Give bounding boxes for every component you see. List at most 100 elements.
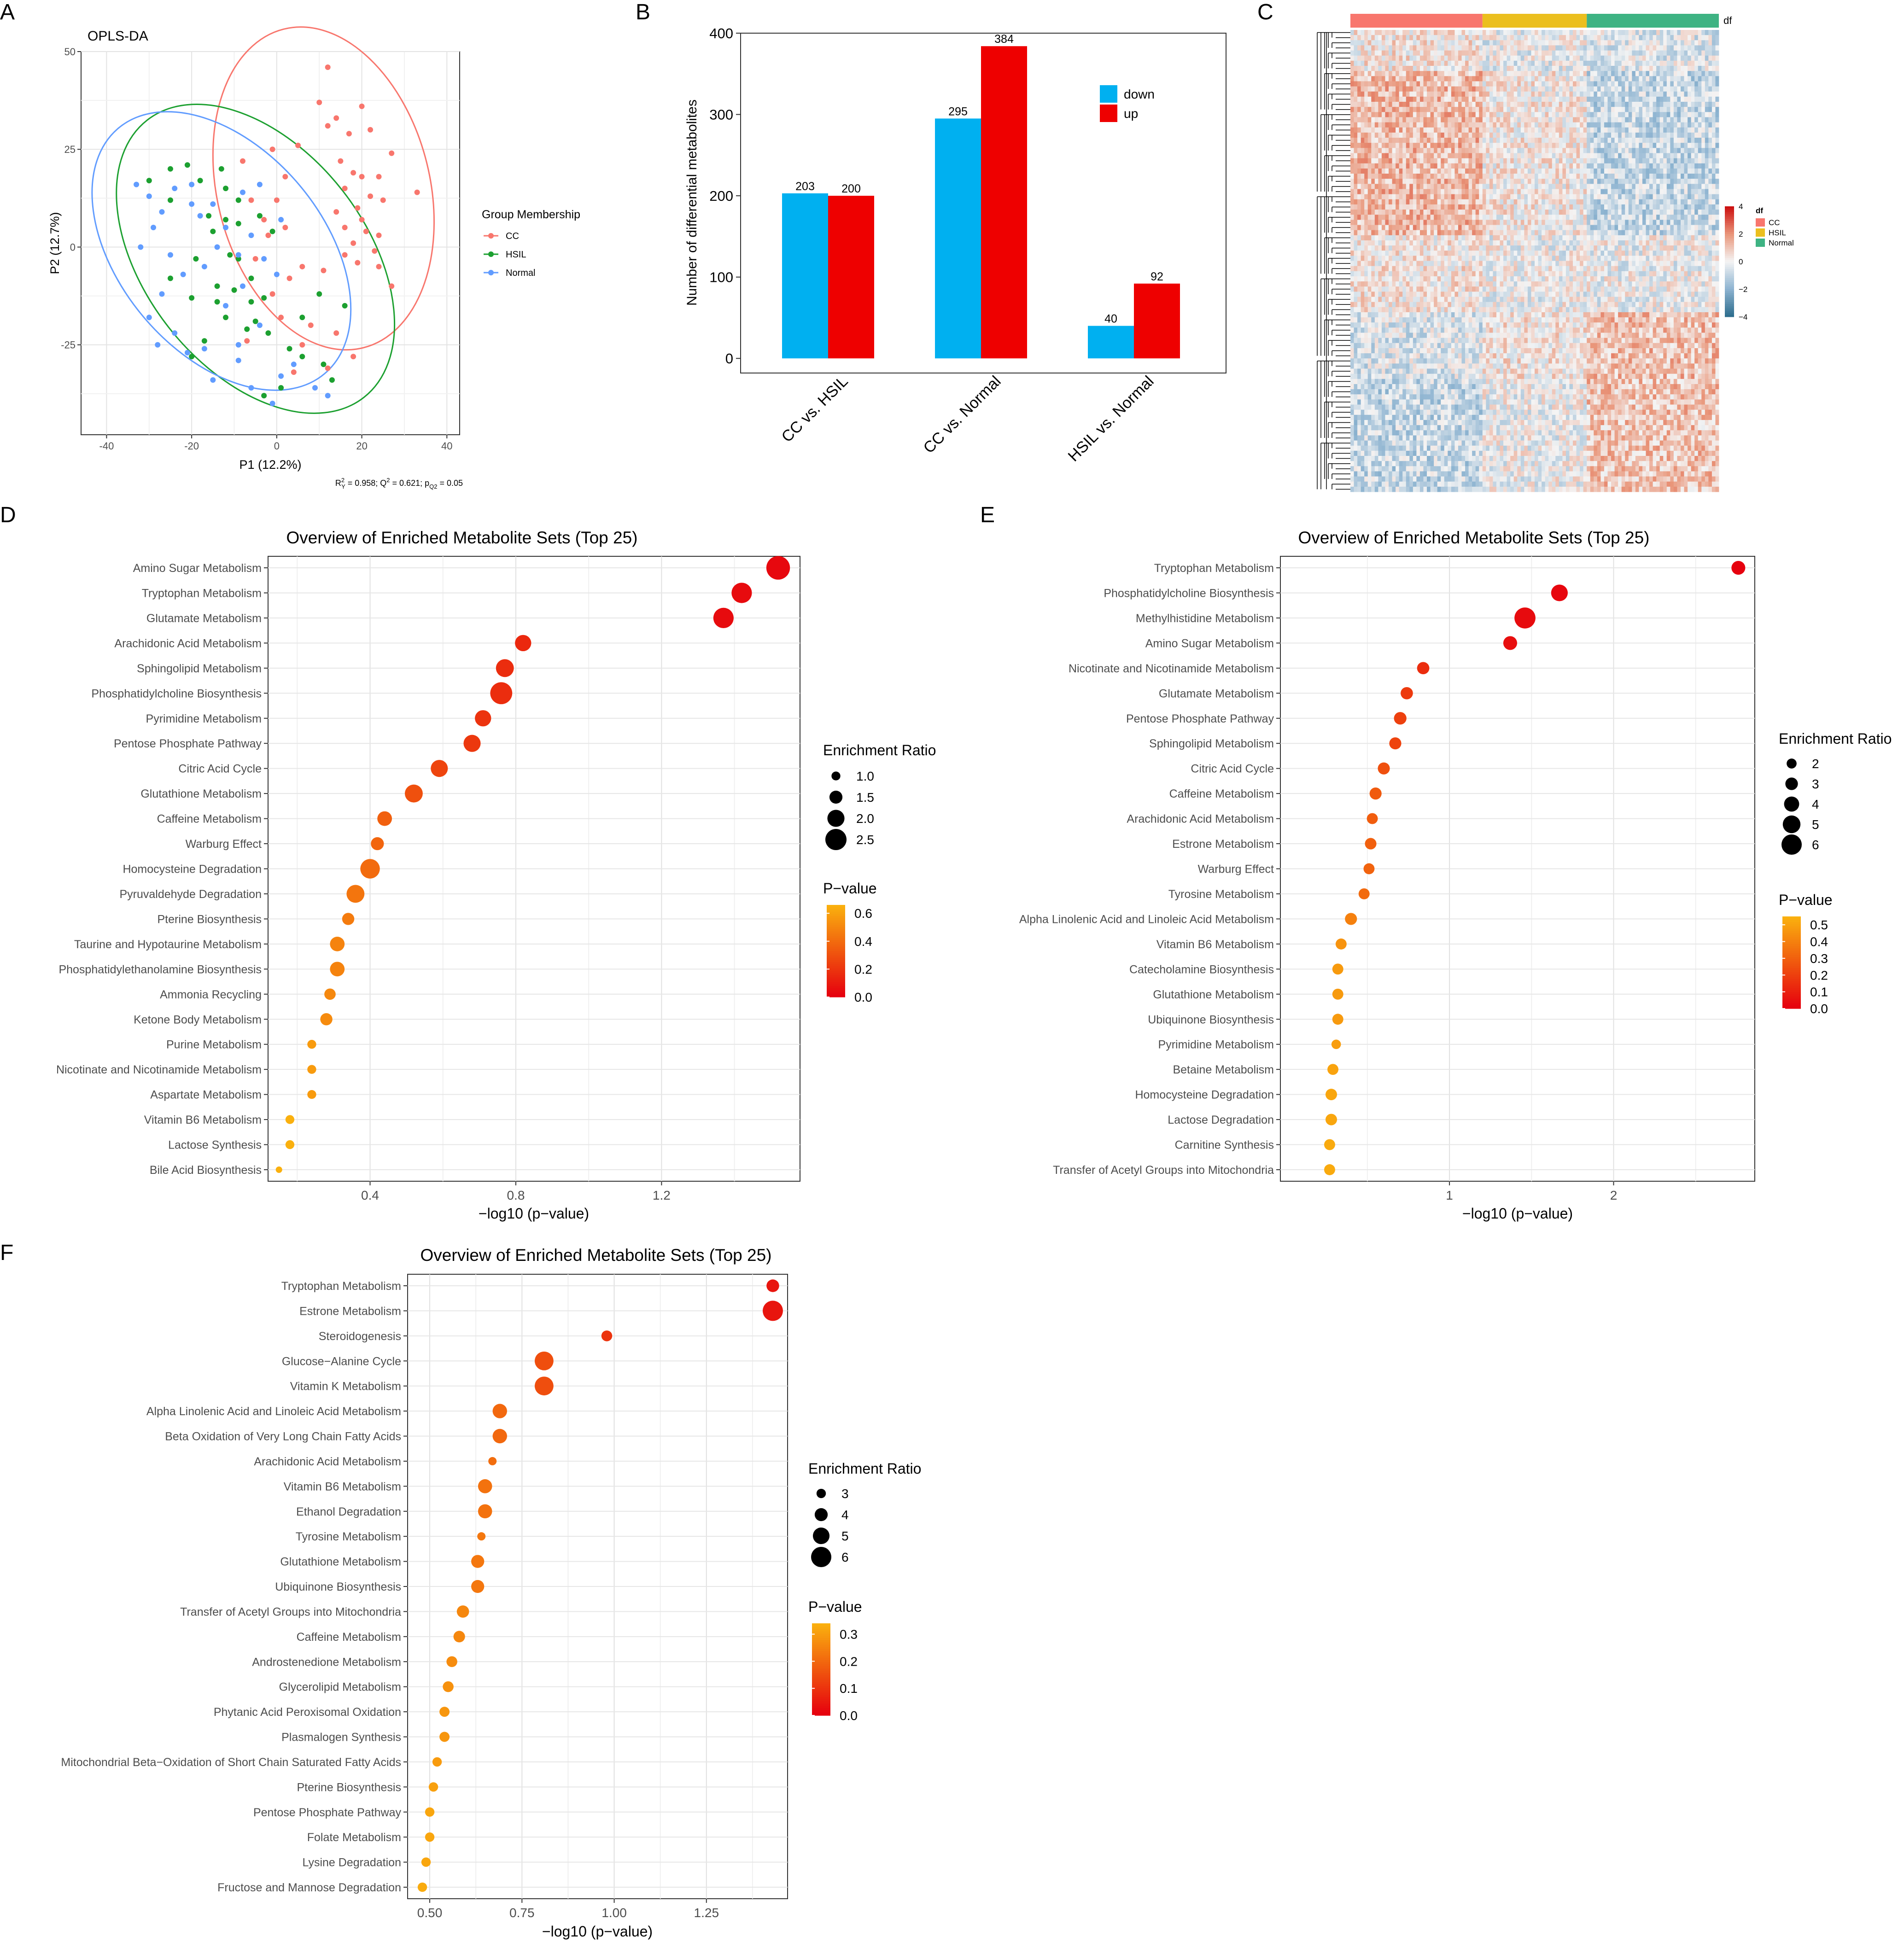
panel-c-cell [1597, 163, 1601, 169]
panel-c-cell [1632, 189, 1636, 195]
panel-c-cell [1364, 96, 1368, 102]
panel-c-cell [1708, 225, 1712, 231]
panel-c-cell [1632, 81, 1636, 87]
panel-c-cell [1392, 122, 1396, 128]
panel-c-cell [1475, 112, 1479, 117]
panel-c-cell [1715, 76, 1719, 82]
panel-c-cell [1542, 45, 1546, 51]
panel-c-cell [1461, 76, 1466, 82]
panel-c-cell [1527, 138, 1531, 143]
panel-c-cell [1531, 210, 1535, 215]
panel-c-cell [1430, 163, 1434, 169]
panel-c-cell [1649, 71, 1653, 76]
panel-c-cell [1354, 81, 1358, 87]
panel-c-cell [1434, 66, 1438, 71]
panel-c-cell [1367, 122, 1372, 128]
panel-c-cell [1594, 127, 1598, 133]
panel-c-cell [1646, 127, 1650, 133]
panel-c-cell [1479, 235, 1483, 241]
panel-c-cell [1448, 112, 1452, 117]
panel-c-cell [1489, 45, 1493, 51]
panel-c-cell [1594, 117, 1598, 122]
panel-c-cell [1527, 71, 1531, 76]
panel-c-cell [1552, 40, 1556, 46]
panel-c-cell [1527, 86, 1531, 92]
panel-c-cell [1604, 107, 1608, 112]
panel-c-cell [1402, 127, 1407, 133]
panel-c-cell [1701, 60, 1705, 66]
panel-c-cell [1454, 189, 1459, 195]
panel-c-cell [1465, 189, 1469, 195]
panel-c-cell [1642, 174, 1646, 179]
panel-c-cell [1621, 55, 1625, 61]
panel-c-cell [1590, 204, 1594, 210]
panel-c-cell [1357, 81, 1361, 87]
panel-c-cell [1381, 127, 1385, 133]
panel-c-cell [1691, 71, 1695, 76]
panel-c-cell [1711, 148, 1716, 153]
panel-c-cell [1552, 184, 1556, 189]
panel-c-cell [1711, 210, 1716, 215]
panel-c-cell [1542, 91, 1546, 97]
panel-c-cell [1472, 245, 1476, 251]
panel-c-cell [1684, 60, 1688, 66]
panel-c-cell [1451, 71, 1455, 76]
panel-c-cell [1448, 60, 1452, 66]
panel-c-cell [1705, 138, 1709, 143]
panel-c-cell [1670, 50, 1674, 56]
panel-c-cell [1542, 132, 1546, 138]
panel-c-cell [1618, 50, 1622, 56]
panel-c-cell [1715, 184, 1719, 189]
panel-c-cell [1448, 81, 1452, 87]
panel-c-cell [1423, 179, 1427, 184]
panel-c-cell [1607, 168, 1612, 174]
panel-c-cell [1385, 50, 1389, 56]
panel-c-cell [1600, 199, 1605, 205]
panel-c-cell [1646, 102, 1650, 107]
panel-c-cell [1663, 163, 1667, 169]
panel-c-cell [1594, 71, 1598, 76]
panel-c-cell [1632, 153, 1636, 159]
panel-c-cell [1594, 215, 1598, 220]
panel-c-cell [1607, 96, 1612, 102]
panel-c-cell [1503, 189, 1507, 195]
panel-c-cell [1632, 210, 1636, 215]
panel-c-cell [1545, 179, 1549, 184]
panel-c-cell [1565, 225, 1570, 231]
panel-c-cell [1354, 45, 1358, 51]
panel-c-cell [1479, 127, 1483, 133]
panel-c-cell [1409, 210, 1413, 215]
panel-c-cell [1475, 153, 1479, 159]
panel-c-cell [1472, 117, 1476, 122]
panel-c-cell [1451, 96, 1455, 102]
panel-c-cell [1461, 240, 1466, 246]
panel-c-cell [1569, 204, 1573, 210]
panel-c-cell [1548, 148, 1553, 153]
panel-c-cell [1396, 86, 1400, 92]
panel-c-cell [1406, 45, 1410, 51]
panel-c-cell [1361, 179, 1365, 184]
panel-c-cell [1680, 184, 1684, 189]
panel-c-cell [1475, 86, 1479, 92]
panel-c-cell [1402, 210, 1407, 215]
panel-c-cell [1698, 60, 1702, 66]
panel-c-cell [1472, 179, 1476, 184]
panel-c-cell [1475, 235, 1479, 241]
panel-c-cell [1573, 127, 1577, 133]
panel-c-cell [1569, 132, 1573, 138]
panel-c-cell [1618, 122, 1622, 128]
panel-c-cell [1628, 71, 1632, 76]
panel-c-cell [1711, 117, 1716, 122]
panel-c-cell [1548, 50, 1553, 56]
panel-c-cell [1381, 143, 1385, 148]
panel-c-cell [1513, 179, 1518, 184]
panel-c-cell [1461, 143, 1466, 148]
panel-c-cell [1580, 66, 1584, 71]
panel-a-point-cc [380, 197, 386, 203]
panel-c-cell [1381, 189, 1385, 195]
panel-c-cell [1628, 194, 1632, 200]
panel-c-cell [1694, 189, 1699, 195]
panel-c-cell [1517, 45, 1521, 51]
panel-c-cell [1419, 127, 1424, 133]
panel-c-cell [1677, 107, 1681, 112]
